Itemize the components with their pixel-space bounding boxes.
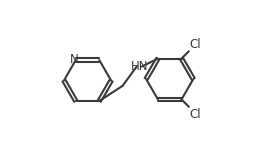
Text: Cl: Cl [189,108,201,121]
Text: N: N [70,53,79,66]
Text: HN: HN [130,60,148,73]
Text: Cl: Cl [189,38,201,51]
